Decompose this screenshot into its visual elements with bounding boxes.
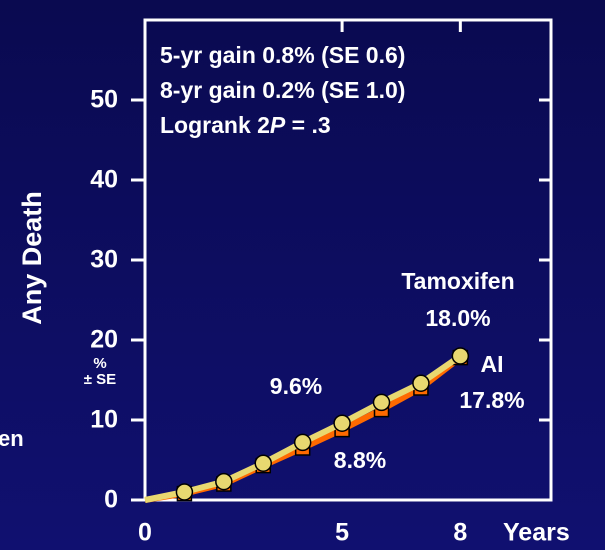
stats-part: = .3	[285, 112, 330, 138]
y-tick-label: 40	[90, 166, 118, 194]
cropped-label: en	[0, 426, 24, 451]
value-label: 17.8%	[459, 387, 524, 413]
stats-line: Logrank 2P = .3	[160, 112, 331, 138]
value-label: 9.6%	[270, 373, 322, 399]
stats-line: 8-yr gain 0.2% (SE 1.0)	[160, 77, 405, 103]
x-tick-label: 0	[138, 519, 152, 547]
value-label: 8.8%	[334, 447, 386, 473]
marker	[412, 374, 430, 392]
stats-part: Logrank 2	[160, 112, 270, 138]
marker	[254, 454, 273, 472]
y-tick-label: 0	[104, 486, 118, 514]
legend-label: Tamoxifen	[401, 268, 514, 294]
x-tick-label: 8	[453, 519, 467, 547]
y-tick-label: 10	[90, 406, 118, 434]
x-axis-label: Years	[503, 519, 570, 547]
y-tick-label: 20	[90, 326, 118, 354]
marker	[215, 472, 233, 491]
x-tick-label: 5	[335, 519, 349, 547]
marker	[372, 393, 391, 412]
marker	[175, 483, 194, 501]
legend-label: AI	[481, 351, 504, 377]
y-tick-label: 50	[90, 86, 118, 114]
stats-line: 5-yr gain 0.8% (SE 0.6)	[160, 42, 405, 68]
stats-part: P	[270, 112, 286, 138]
y-tick-label: 30	[90, 246, 118, 274]
marker	[333, 414, 351, 432]
value-label: 18.0%	[425, 305, 490, 331]
y-axis-label: Any Death	[17, 191, 47, 325]
y-unit: %	[93, 355, 106, 372]
marker	[451, 347, 470, 365]
marker	[293, 433, 312, 452]
y-unit: ± SE	[84, 371, 116, 388]
